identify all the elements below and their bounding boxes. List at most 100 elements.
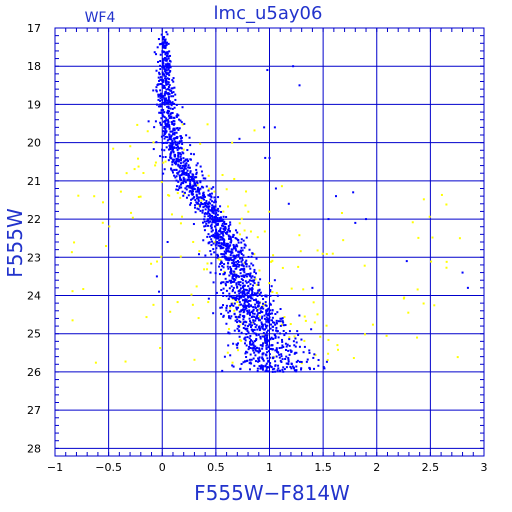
data-point-secondary <box>150 262 153 265</box>
data-point-main <box>195 173 198 176</box>
data-point-main <box>253 328 256 331</box>
data-point-main <box>240 238 243 241</box>
data-point-main <box>189 171 192 174</box>
data-point-main <box>233 261 236 264</box>
data-point-secondary <box>179 255 182 258</box>
data-point-main <box>264 301 267 304</box>
data-point-main <box>214 209 217 212</box>
data-point-main <box>237 283 240 286</box>
data-point-secondary <box>191 303 194 306</box>
data-point-main <box>168 92 171 95</box>
data-point-main <box>206 205 209 208</box>
data-point-main <box>197 253 200 256</box>
data-point-main <box>239 367 242 370</box>
data-point-main <box>280 346 283 349</box>
data-point-main <box>170 138 173 141</box>
data-point-main <box>157 38 160 41</box>
y-axis-label: F555W <box>3 208 27 278</box>
data-point-main <box>233 280 236 283</box>
data-point-main <box>169 89 172 92</box>
data-point-main <box>194 204 197 207</box>
data-point-main <box>180 186 183 189</box>
data-point-main <box>207 224 210 227</box>
data-point-main <box>237 250 240 253</box>
data-point-secondary <box>416 336 419 339</box>
data-point-main <box>174 93 177 96</box>
data-point-main <box>242 361 245 364</box>
data-point-main <box>210 218 213 221</box>
data-point-main <box>223 239 226 242</box>
data-point-main <box>201 211 204 214</box>
data-point-main <box>242 304 245 307</box>
data-point-main <box>260 323 263 326</box>
data-point-main <box>212 248 215 251</box>
data-point-main <box>203 215 206 218</box>
data-point-main <box>221 230 224 233</box>
data-point-main <box>167 72 170 75</box>
data-point-main <box>250 304 253 307</box>
data-point-main <box>167 85 170 88</box>
data-point-main <box>257 350 260 353</box>
data-point-main <box>173 132 176 135</box>
data-point-main <box>284 348 287 351</box>
data-point-main <box>250 276 253 279</box>
data-point-secondary <box>203 268 206 271</box>
data-point-main <box>257 289 260 292</box>
data-point-main <box>259 337 262 340</box>
data-point-main <box>253 312 256 315</box>
data-point-main <box>163 137 166 140</box>
data-point-main <box>232 296 235 299</box>
data-point-main <box>252 279 255 282</box>
data-point-main <box>171 148 174 151</box>
data-point-main <box>232 277 235 280</box>
data-point-main <box>244 274 247 277</box>
data-point-main <box>239 287 242 290</box>
data-point-main <box>162 66 165 69</box>
data-point-main <box>239 268 242 271</box>
data-point-main <box>162 42 165 45</box>
data-point-main <box>238 310 241 313</box>
data-point-main <box>257 326 260 329</box>
data-point-main <box>234 248 237 251</box>
data-point-main <box>180 147 183 150</box>
data-point-main <box>205 220 208 223</box>
data-point-main <box>274 336 277 339</box>
data-point-main <box>249 295 252 298</box>
data-point-main <box>266 329 269 332</box>
data-point-main <box>165 44 168 47</box>
data-point-main <box>235 243 238 246</box>
data-point-main <box>245 328 248 331</box>
data-point-main <box>169 142 172 145</box>
data-point-main <box>268 316 271 319</box>
data-point-main <box>202 206 205 209</box>
data-point-main <box>245 281 248 284</box>
data-point-main <box>261 353 264 356</box>
data-point-main <box>272 325 275 328</box>
data-point-main <box>178 127 181 130</box>
data-point-main <box>166 55 169 58</box>
data-point-main <box>167 65 170 68</box>
data-point-main <box>177 180 180 183</box>
data-point-main <box>271 370 274 373</box>
data-point-main <box>179 167 182 170</box>
data-point-secondary <box>182 148 185 151</box>
data-point-main <box>260 364 263 367</box>
data-point-main <box>225 289 228 292</box>
data-point-main <box>215 242 218 245</box>
data-point-main <box>248 342 251 345</box>
data-point-secondary <box>445 260 448 263</box>
data-point-main <box>182 194 185 197</box>
data-point-secondary <box>192 240 195 243</box>
data-point-secondary <box>71 319 74 322</box>
data-point-main <box>191 185 194 188</box>
data-point-main <box>163 97 166 100</box>
data-point-main <box>285 366 288 369</box>
data-point-main <box>280 317 283 320</box>
data-point-main <box>216 216 219 219</box>
data-point-main <box>168 125 171 128</box>
data-point-main <box>276 369 279 372</box>
data-point-main <box>253 315 256 318</box>
data-point-main <box>179 183 182 186</box>
data-point-main <box>157 105 160 108</box>
data-point-main <box>228 259 231 262</box>
